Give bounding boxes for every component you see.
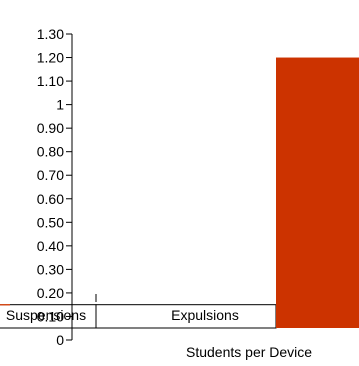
y-tick-label: 0.60 [37, 191, 64, 207]
y-tick-label: 0.30 [37, 261, 64, 277]
x-axis-title: Students per Device [186, 344, 312, 360]
category-label: Expulsions [171, 307, 239, 323]
y-tick-label: 0.40 [37, 238, 64, 254]
y-ticks: 0 0.10 0.20 0.30 0.40 0.50 0.60 0.70 0.80 0.90 1 1.… [37, 26, 72, 348]
y-tick-label: 0.70 [37, 167, 64, 183]
y-tick-label: 1.20 [37, 50, 64, 66]
y-tick-label: 0.20 [37, 285, 64, 301]
category-labels: Suspensions Expulsions [6, 307, 239, 323]
category-label: Suspensions [6, 307, 86, 323]
y-tick-label: 0 [56, 332, 64, 348]
y-tick-label: 0.50 [37, 214, 64, 230]
y-tick-label: 0.90 [37, 120, 64, 136]
y-tick-label: 0.80 [37, 144, 64, 160]
bar [276, 57, 359, 329]
y-tick-label: 0.10 [37, 308, 64, 324]
y-tick-label: 1.30 [37, 26, 64, 42]
y-tick-label: 1 [56, 97, 64, 113]
bars [0, 57, 359, 329]
y-tick-label: 1.10 [37, 73, 64, 89]
